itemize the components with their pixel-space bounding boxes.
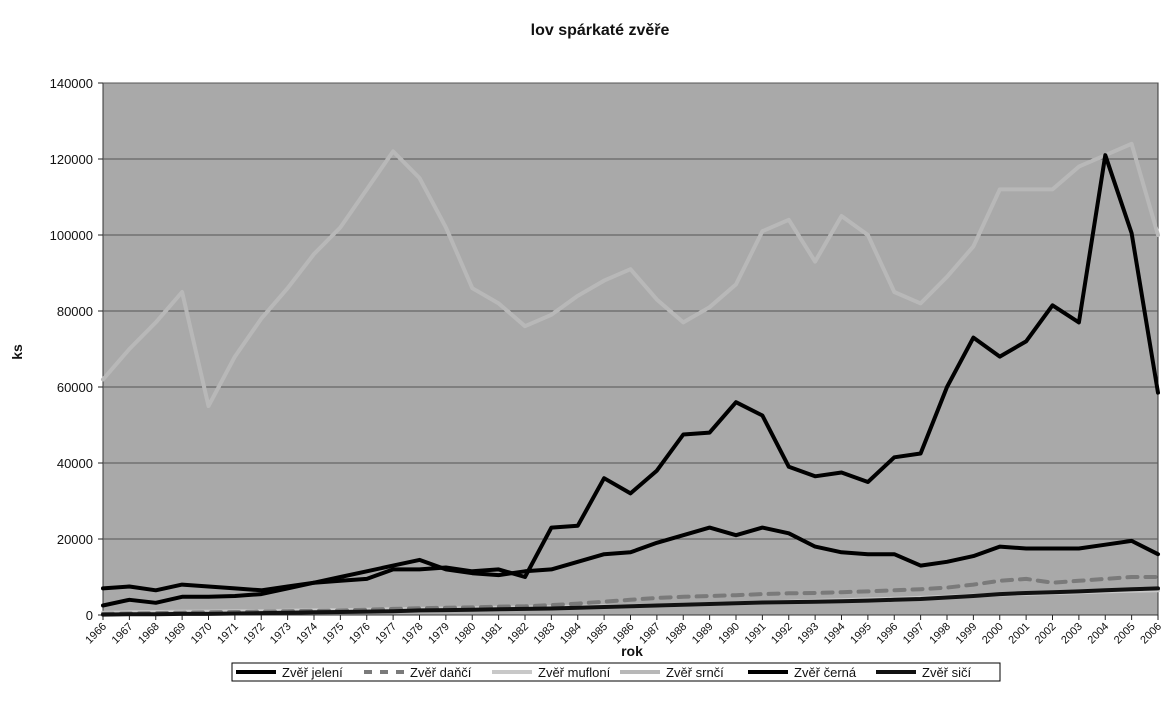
y-tick-label: 20000	[57, 532, 93, 547]
x-tick-label: 1973	[268, 621, 294, 647]
x-tick-label: 1969	[162, 621, 188, 647]
x-tick-label: 2000	[980, 621, 1006, 647]
x-tick-label: 1998	[927, 621, 953, 647]
x-axis-title: rok	[621, 643, 643, 659]
x-tick-label: 1967	[110, 621, 136, 647]
y-tick-label: 140000	[50, 76, 93, 91]
x-tick-label: 1985	[584, 621, 610, 647]
legend-label-2: Zvěř daňčí	[410, 665, 472, 680]
series-line-4	[101, 141, 1160, 408]
series-line-1	[101, 525, 1160, 608]
y-tick-label: 100000	[50, 228, 93, 243]
legend-label-4: Zvěř srnčí	[666, 665, 724, 680]
legend-box	[231, 662, 1001, 682]
y-tick-label: 60000	[57, 380, 93, 395]
x-tick-label: 1987	[637, 621, 663, 647]
x-tick-label: 1996	[875, 621, 901, 647]
x-tick-label: 2001	[1006, 621, 1032, 647]
x-tick-label: 1997	[901, 621, 927, 647]
x-tick-label: 1991	[743, 621, 769, 647]
plot-background	[102, 82, 1159, 616]
x-tick-label: 1988	[664, 621, 690, 647]
x-tick-label: 2003	[1059, 621, 1085, 647]
x-tick-label: 2002	[1033, 621, 1059, 647]
x-tick-label: 1977	[373, 621, 399, 647]
plot-area: 0 20000 40000 60000 80000 100000 120000 140000 1…	[50, 76, 1162, 646]
y-tick-label: 80000	[57, 304, 93, 319]
x-tick-label: 1975	[321, 621, 347, 647]
x-tick-label: 1994	[822, 621, 848, 647]
x-tick-label: 1971	[215, 621, 241, 647]
x-tick-label: 1968	[136, 621, 162, 647]
legend-label-1: Zvěř jelení	[282, 665, 343, 680]
y-tick-label: 0	[86, 608, 93, 623]
x-tick-label: 1979	[426, 621, 452, 647]
x-tick-label: 1980	[453, 621, 479, 647]
y-tick-label: 40000	[57, 456, 93, 471]
x-tick-label: 1989	[690, 621, 716, 647]
x-tick-label: 1984	[558, 621, 584, 647]
x-tick-label: 1976	[347, 621, 373, 647]
x-tick-label: 1993	[795, 621, 821, 647]
series-line-5	[101, 153, 1160, 593]
x-tick-label: 1992	[769, 621, 795, 647]
series-line-2	[101, 575, 1160, 616]
x-tick-label: 1983	[532, 621, 558, 647]
y-axis-title: ks	[9, 344, 25, 360]
x-tick-label: 2004	[1086, 621, 1112, 647]
x-tick-label: 1972	[242, 621, 268, 647]
y-tick-label: 120000	[50, 152, 93, 167]
x-tick-label: 1990	[716, 621, 742, 647]
x-tick-label: 2006	[1138, 621, 1162, 647]
x-tick-label: 1974	[294, 621, 320, 647]
legend: Zvěř jelení Zvěř daňčí Zvěř mufloní Zvěř sr…	[231, 662, 1001, 682]
legend-label-5: Zvěř černá	[794, 665, 857, 680]
legend-label-6: Zvěř sičí	[922, 665, 972, 680]
x-tick-label: 2005	[1112, 621, 1138, 647]
x-tick-label: 1970	[189, 621, 215, 647]
legend-label-3: Zvěř mufloní	[538, 665, 611, 680]
series-line-6	[101, 586, 1160, 617]
x-tick-label: 1978	[400, 621, 426, 647]
chart-title: lov spárkaté zvěře	[531, 22, 670, 39]
x-tick-label: 1999	[954, 621, 980, 647]
x-tick-label: 1982	[505, 621, 531, 647]
x-tick-label: 1981	[479, 621, 505, 647]
x-tick-label: 1966	[83, 621, 109, 647]
x-tick-label: 1995	[848, 621, 874, 647]
